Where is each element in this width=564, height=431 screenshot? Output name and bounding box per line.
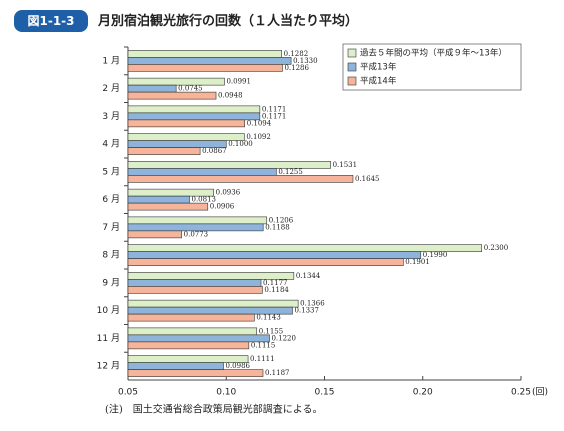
- value-label: 0.0948: [218, 92, 243, 100]
- value-label: 0.0745: [178, 85, 203, 93]
- chart-title: 月別宿泊観光旅行の回数（１人当たり平均）: [97, 13, 358, 29]
- bar: [127, 313, 255, 322]
- value-label: 0.1184: [264, 286, 289, 294]
- value-label: 0.1092: [246, 133, 271, 141]
- value-label: 0.1155: [259, 327, 284, 335]
- bar: [127, 175, 354, 183]
- value-label: 0.1286: [284, 64, 309, 72]
- y-tick-label: 1 月: [102, 55, 120, 66]
- value-label: 0.1220: [271, 334, 296, 342]
- value-label: 0.1531: [333, 161, 358, 169]
- value-label: 0.2300: [484, 244, 509, 252]
- y-tick-label: 7 月: [102, 222, 120, 233]
- value-label: 0.0991: [226, 78, 251, 86]
- value-label: 0.0986: [225, 362, 250, 370]
- bar: [127, 223, 264, 232]
- value-label: 0.1901: [405, 258, 430, 266]
- y-tick-label: 6 月: [102, 194, 120, 205]
- bar: [127, 64, 283, 72]
- value-label: 0.0773: [184, 230, 209, 238]
- x-tick-label: 0.20: [413, 388, 433, 398]
- bar: [127, 216, 268, 225]
- bar: [127, 57, 292, 65]
- y-tick-label: 9 月: [102, 277, 120, 288]
- value-label: 0.1206: [269, 216, 294, 224]
- bar: [127, 341, 250, 350]
- x-unit: (回): [532, 387, 548, 398]
- y-tick-label: 2 月: [102, 83, 120, 94]
- legend-label: 過去５年間の平均（平成９年〜13年）: [360, 48, 507, 59]
- y-tick-label: 3 月: [102, 111, 120, 122]
- value-label: 0.1115: [251, 341, 276, 349]
- value-label: 0.1990: [423, 251, 448, 259]
- value-label: 0.1187: [265, 369, 290, 377]
- bar: [127, 84, 177, 93]
- bar: [127, 362, 224, 370]
- value-label: 0.1171: [262, 105, 287, 113]
- y-tick-label: 12 月: [97, 361, 120, 372]
- legend-label: 平成14年: [360, 76, 397, 87]
- bar: [127, 147, 201, 155]
- bar: [127, 202, 209, 211]
- bar: [127, 168, 277, 176]
- note: (注) 国土交通省総合政策局観光部調査による。: [105, 403, 323, 416]
- badge-bg: [14, 10, 88, 32]
- value-label: 0.1143: [256, 314, 281, 322]
- y-tick-label: 8 月: [102, 250, 120, 261]
- value-label: 0.1344: [296, 272, 321, 280]
- bar: [127, 105, 261, 114]
- bar: [127, 279, 262, 287]
- bar: [127, 327, 258, 336]
- value-label: 0.1000: [228, 140, 253, 148]
- value-label: 0.1645: [355, 175, 380, 183]
- bar: [127, 299, 299, 308]
- x-tick-label: 0.10: [216, 388, 236, 398]
- y-tick-label: 4 月: [102, 139, 120, 150]
- bar: [127, 50, 282, 58]
- legend-swatch: [347, 62, 357, 72]
- y-tick-label: 10 月: [97, 305, 120, 316]
- bar: [127, 286, 263, 294]
- legend-label: 平成13年: [360, 62, 397, 73]
- bar: [127, 195, 190, 204]
- value-label: 0.0906: [210, 203, 235, 211]
- value-label: 0.1188: [265, 223, 290, 231]
- bar: [127, 91, 217, 100]
- legend-box: [342, 43, 522, 91]
- legend-swatch: [347, 48, 357, 58]
- value-label: 0.1171: [262, 112, 287, 120]
- value-label: 0.1366: [300, 300, 325, 308]
- bar: [127, 369, 264, 377]
- bar: [127, 230, 182, 239]
- value-label: 0.0936: [216, 189, 241, 197]
- x-tick-label: 0.15: [314, 388, 334, 398]
- y-tick-label: 5 月: [102, 166, 120, 177]
- value-label: 0.0813: [192, 196, 217, 204]
- bar: [127, 112, 261, 121]
- value-label: 0.1255: [278, 168, 303, 176]
- value-label: 0.1177: [263, 279, 288, 287]
- bar: [127, 334, 270, 343]
- bar: [127, 133, 245, 141]
- y-tick-label: 11 月: [97, 333, 120, 344]
- legend-swatch: [347, 76, 357, 86]
- x-tick-label: 0.05: [118, 388, 138, 398]
- value-label: 0.0867: [202, 147, 227, 155]
- bar: [127, 251, 422, 259]
- bar: [127, 77, 225, 86]
- x-tick-label: 0.25: [511, 388, 531, 398]
- value-label: 0.1282: [284, 50, 309, 58]
- bar: [127, 258, 404, 266]
- badge: 図1-1-3: [27, 14, 74, 28]
- value-label: 0.1094: [247, 119, 272, 127]
- value-label: 0.1111: [250, 355, 275, 363]
- value-label: 0.1330: [293, 57, 318, 65]
- value-label: 0.1337: [294, 307, 319, 315]
- bar: [127, 119, 246, 128]
